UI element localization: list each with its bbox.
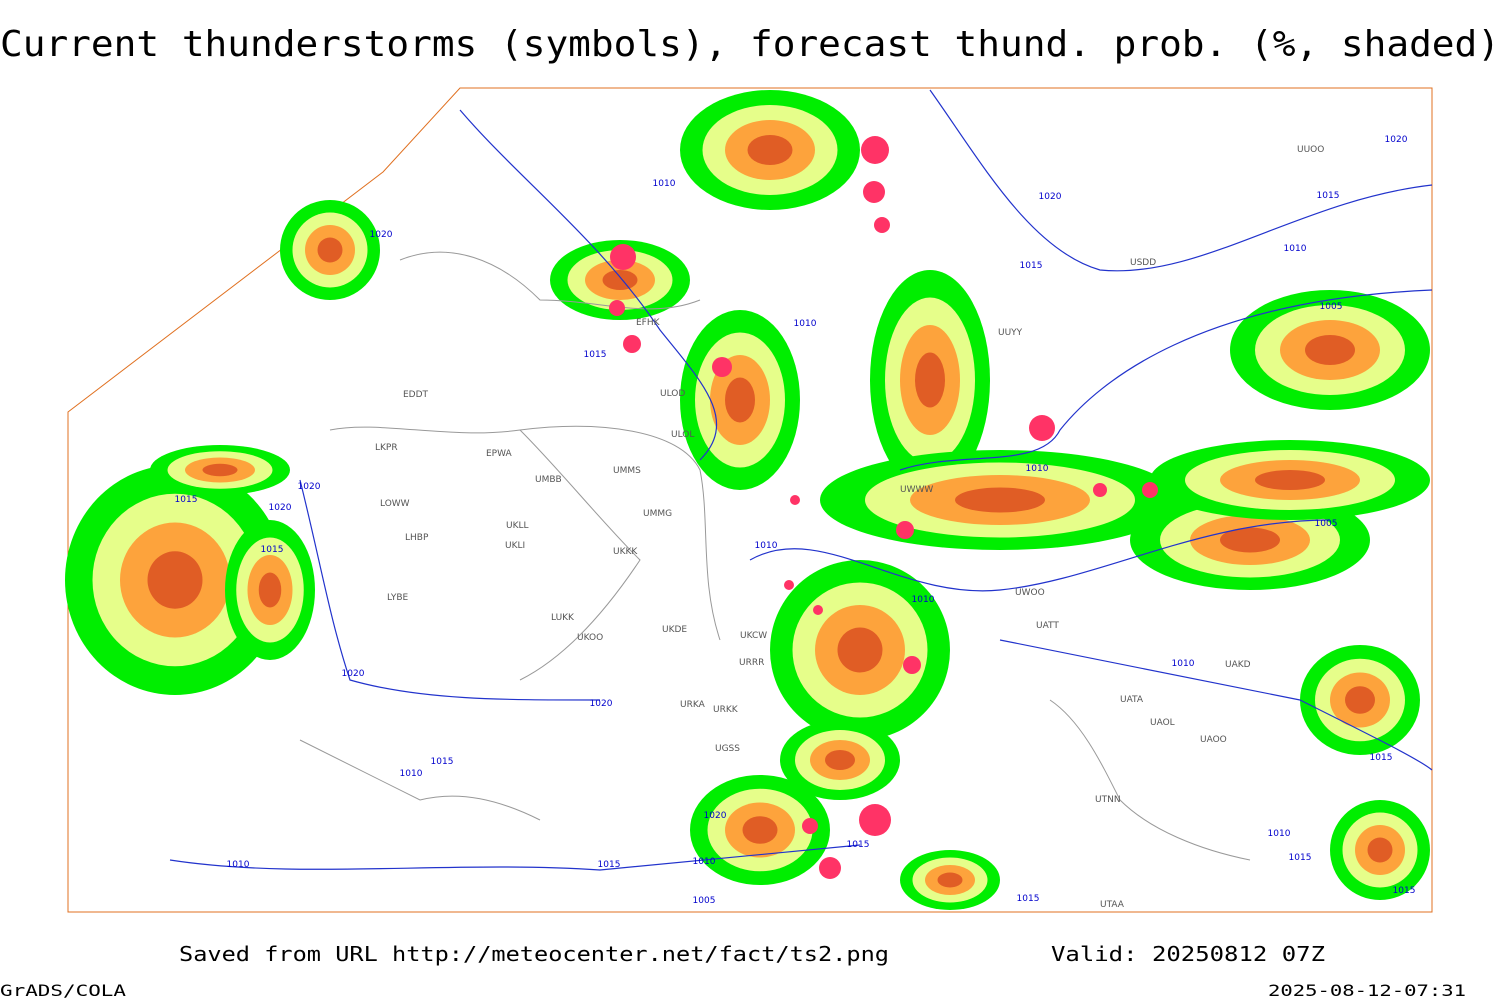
valid-time: Valid: 20250812 07Z <box>1051 942 1325 966</box>
shade <box>1305 335 1355 365</box>
map-frame <box>67 87 1433 913</box>
station-label: UMBB <box>535 475 562 485</box>
station-label: UMMS <box>613 466 641 476</box>
station-label: USDD <box>1130 258 1156 268</box>
station-label: UTAA <box>1100 900 1125 910</box>
isobar-label: 1020 <box>342 669 365 679</box>
station-label: UAKD <box>1225 660 1251 670</box>
isobar-label: 1010 <box>400 769 423 779</box>
station-label: URRR <box>739 658 764 668</box>
isobar-label: 1005 <box>1315 519 1338 529</box>
shade <box>147 551 203 609</box>
timestamp: 2025-08-12-07:31 <box>1268 981 1466 1000</box>
station-label: UUOO <box>1297 145 1324 155</box>
isobar-label: 1010 <box>1268 829 1291 839</box>
station-label: UATA <box>1120 695 1144 705</box>
isobar-label: 1010 <box>1026 464 1049 474</box>
isobar-label: 1010 <box>693 857 716 867</box>
isobar-label: 1010 <box>1172 659 1195 669</box>
station-label: UMMG <box>643 509 672 519</box>
isobar-label: 1015 <box>431 757 454 767</box>
station-label: UATT <box>1036 621 1059 631</box>
shade <box>837 627 883 673</box>
isobar-label: 1015 <box>1393 886 1416 896</box>
isobar-label: 1015 <box>175 495 198 505</box>
station-label: LKPR <box>375 443 398 453</box>
isobar-label: 1015 <box>1020 261 1043 271</box>
isobar-label: 1015 <box>598 860 621 870</box>
shade <box>602 270 638 290</box>
isobar-label: 1010 <box>227 860 250 870</box>
thunderstorm-symbols <box>609 136 1158 879</box>
station-label: UWOO <box>1015 588 1045 598</box>
map-title: Current thunderstorms (symbols), forecas… <box>0 24 1500 65</box>
station-label: UKLL <box>506 521 529 531</box>
station-label: LYBE <box>387 593 408 603</box>
station-label: UKKK <box>613 547 638 557</box>
isobar-label: 1020 <box>370 230 393 240</box>
station-label: LOWW <box>380 499 410 509</box>
station-label: ULOL <box>671 430 694 440</box>
isobar-label: 1020 <box>269 503 292 513</box>
shade <box>258 572 282 608</box>
shade <box>955 487 1045 513</box>
station-label: UAOO <box>1200 735 1227 745</box>
station-label: UTNN <box>1095 795 1121 805</box>
isobar-label: 1010 <box>653 179 676 189</box>
shade <box>202 463 238 477</box>
station-label: EPWA <box>486 449 513 459</box>
station-label: UUYY <box>998 328 1023 338</box>
isobar-label: 1005 <box>1320 302 1343 312</box>
shade <box>937 872 963 888</box>
shade <box>1255 470 1325 490</box>
source-url: Saved from URL http://meteocenter.net/fa… <box>179 942 889 966</box>
isobar-label: 1010 <box>912 595 935 605</box>
station-label: UWWW <box>900 485 933 495</box>
station-label: LUKK <box>551 613 575 623</box>
shade <box>742 816 778 844</box>
station-label: URKK <box>713 705 739 715</box>
station-label: EFHK <box>636 318 661 328</box>
station-label: EDDT <box>403 390 429 400</box>
isobar-label: 1020 <box>1039 192 1062 202</box>
station-label: UGSS <box>715 744 740 754</box>
isobar-label: 1015 <box>847 840 870 850</box>
station-label: UAOL <box>1150 718 1175 728</box>
shade <box>1367 837 1393 863</box>
shade <box>747 135 793 165</box>
shade <box>725 377 755 423</box>
station-label: LHBP <box>405 533 429 543</box>
station-label: UKOO <box>577 633 603 643</box>
isobar-lines <box>169 89 1433 871</box>
shade <box>317 237 343 263</box>
station-label: URKA <box>680 700 706 710</box>
station-label: ULOD <box>660 389 685 399</box>
isobar-label: 1015 <box>261 545 284 555</box>
shade <box>1220 527 1280 553</box>
station-label: UKCW <box>740 631 767 641</box>
isobar-label: 1010 <box>794 319 817 329</box>
station-label: UKDE <box>662 625 687 635</box>
isobar-label: 1015 <box>1017 894 1040 904</box>
isobar-label: 1020 <box>1385 135 1408 145</box>
shade <box>825 750 855 770</box>
isobar-label: 1020 <box>298 482 321 492</box>
isobar-label: 1015 <box>1289 853 1312 863</box>
isobar-label: 1005 <box>693 896 716 906</box>
software-credit: GrADS/COLA <box>0 981 126 1000</box>
borders <box>299 251 1251 861</box>
shade <box>915 352 945 408</box>
shade <box>1345 686 1375 714</box>
isobar-label: 1010 <box>755 541 778 551</box>
isobar-label: 1015 <box>1317 191 1340 201</box>
isobar-label: 1020 <box>704 811 727 821</box>
isobar-label: 1020 <box>590 699 613 709</box>
station-label: UKLI <box>505 541 525 551</box>
isobar-label: 1010 <box>1284 244 1307 254</box>
isobar-label: 1015 <box>1370 753 1393 763</box>
isobar-label: 1015 <box>584 350 607 360</box>
